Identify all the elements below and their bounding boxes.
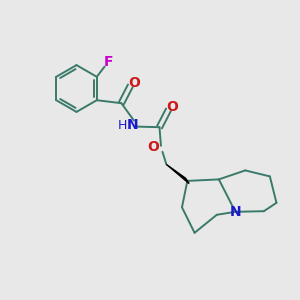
Text: O: O: [147, 140, 159, 154]
Text: F: F: [103, 55, 113, 69]
Text: N: N: [127, 118, 138, 132]
Text: H: H: [118, 119, 127, 132]
Text: O: O: [167, 100, 178, 114]
Text: N: N: [230, 205, 241, 219]
Polygon shape: [167, 164, 189, 184]
Text: O: O: [129, 76, 140, 90]
